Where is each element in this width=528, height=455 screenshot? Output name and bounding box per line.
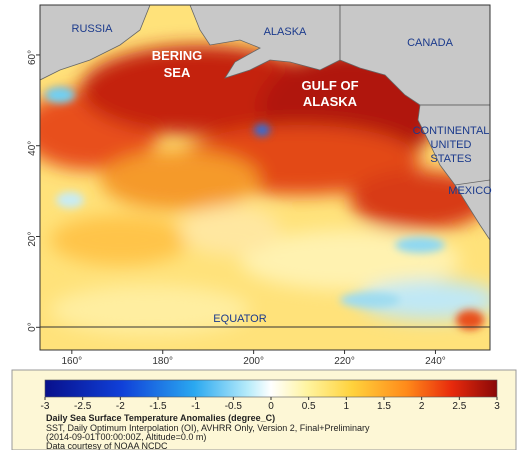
colorbar-tick-label: -3 (41, 401, 50, 412)
place-label: ALASKA (264, 26, 307, 38)
colorbar (44, 379, 498, 398)
lon-tick-label: 200° (243, 356, 264, 367)
colorbar-tick-label: 1.5 (377, 401, 391, 412)
place-label: CONTINENTAL (413, 125, 490, 137)
lat-tick-label: 60° (27, 50, 38, 65)
colorbar-tick-label: 2 (419, 401, 425, 412)
colorbar-tick-label: 0.5 (302, 401, 316, 412)
map (40, 5, 490, 350)
place-label: GULF OF (301, 78, 358, 93)
colorbar-tick-label: 3 (494, 401, 500, 412)
lat-tick-label: 40° (27, 141, 38, 156)
caption-line: SST, Daily Optimum Interpolation (OI), A… (46, 423, 370, 433)
place-label: CANADA (407, 37, 454, 49)
colorbar-tick-label: -1 (191, 401, 200, 412)
lat-tick-label: 20° (27, 232, 38, 247)
place-label: STATES (430, 153, 471, 165)
lon-tick-label: 240° (425, 356, 446, 367)
caption-title: Daily Sea Surface Temperature Anomalies … (46, 413, 275, 423)
map-frame (39, 4, 491, 351)
caption-line: (2014-09-01T00:00:00Z, Altitude=0.0 m) (46, 432, 206, 442)
place-label: RUSSIA (72, 23, 114, 35)
colorbar-tick-label: 1 (344, 401, 350, 412)
colorbar-tick-label: -2 (116, 401, 125, 412)
colorbar-tick-label: -1.5 (149, 401, 167, 412)
colorbar-tick-label: 0 (268, 401, 274, 412)
lat-tick-label: 0° (27, 322, 38, 332)
place-label: BERING (152, 48, 203, 63)
place-label: EQUATOR (213, 313, 266, 325)
colorbar-tick-label: 2.5 (452, 401, 466, 412)
colorbar-tick-label: -0.5 (225, 401, 243, 412)
lon-tick-label: 180° (152, 356, 173, 367)
place-label: SEA (164, 65, 191, 80)
place-label: ALASKA (303, 94, 358, 109)
place-label: MEXICO (448, 185, 492, 197)
place-label: UNITED (431, 139, 472, 151)
lon-tick-label: 160° (61, 356, 82, 367)
colorbar-tick-label: -2.5 (74, 401, 92, 412)
lon-tick-label: 220° (334, 356, 355, 367)
caption-line: Data courtesy of NOAA NCDC (46, 441, 168, 450)
